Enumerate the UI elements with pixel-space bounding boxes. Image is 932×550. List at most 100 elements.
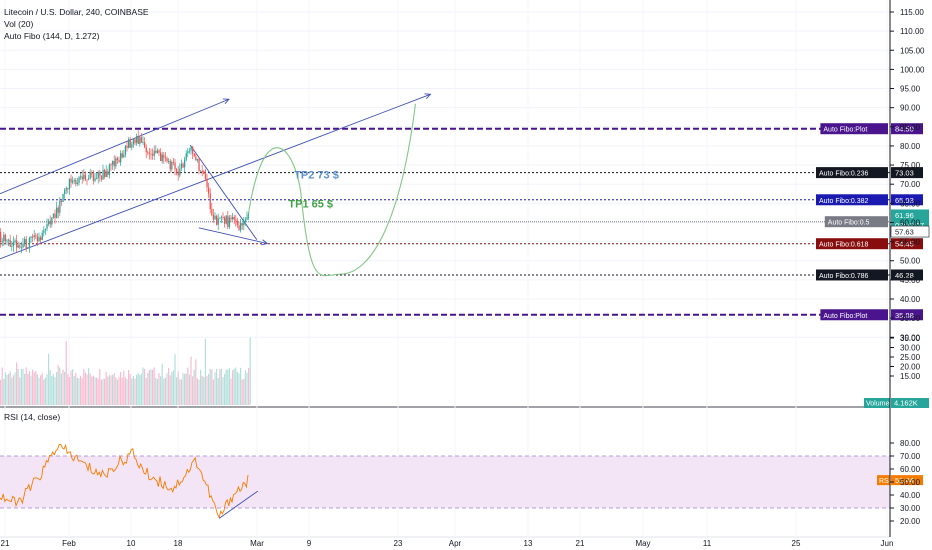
candle-body [32,236,34,238]
volume-bar [212,379,214,405]
fibo-value-label: 73.03 [895,169,914,178]
volume-bar [201,375,203,405]
candle-body [246,217,248,220]
price-tick-label: 115.00 [900,8,924,17]
volume-legend[interactable]: Vol (20) [4,19,34,29]
candle-body [102,169,104,180]
volume-bar [0,379,2,405]
fibo-value-tag [891,123,923,135]
fibo-value-label: 46.28 [895,271,914,280]
candle-body [40,237,42,240]
volume-bar [86,374,88,405]
volume-bar [220,368,222,405]
candle-body [155,150,157,153]
candle-body [208,187,210,194]
candle-body [48,220,50,225]
volume-bar [136,374,138,405]
fibo-level-label: Auto Fibo:0.618 [819,242,869,249]
price-tick-label: 100.00 [900,65,925,74]
volume-bar [76,377,78,405]
candle-body [158,150,160,153]
candle-body [195,156,197,161]
candle-body [160,152,162,162]
candle-body [129,139,131,148]
fibo-value-label: 35.88 [895,311,914,320]
volume-bar [142,367,144,405]
rsi-tick-label: 50.00 [900,478,921,487]
volume-bar [238,373,240,405]
fibo-value-label: 84.50 [895,125,914,134]
candle-body [123,154,125,158]
rsi-value-box [891,475,923,486]
rsi-tick-label: 20.00 [900,517,921,526]
symbol-title[interactable]: Litecoin / U.S. Dollar, 240, COINBASE [4,7,149,17]
candle-body [241,223,243,226]
volume-bar [232,370,234,405]
candle-body [222,217,224,218]
candle-body [75,180,77,185]
rsi-legend[interactable]: RSI (14, close) [4,412,61,422]
volume-bar [182,373,184,405]
candle-body [118,160,120,163]
volume-value-box [891,398,929,408]
candle-body [153,150,155,156]
volume-bar [153,367,155,405]
volume-bar [209,368,211,405]
volume-bar [244,370,246,405]
candle-body [78,177,80,183]
price-tick-label: 70.00 [900,180,921,189]
candle-body [225,215,227,224]
volume-bar [192,376,194,405]
candle-body [115,158,117,167]
candle-body [52,213,55,218]
fibo-legend[interactable]: Auto Fibo (144, D, 1.272) [4,31,100,41]
time-tick-label: 23 [394,539,403,548]
volume-bar [216,368,218,405]
candle-body [86,179,88,181]
volume-bar [233,368,235,405]
trend-lines[interactable] [0,93,432,277]
candle-body [148,152,151,154]
volume-bar [137,373,139,405]
candle-body [0,232,2,243]
volume-bar [177,371,179,405]
volume-bar [100,379,102,405]
volume-bar [104,378,106,405]
candle-body [145,147,147,153]
volume-bar [24,373,26,405]
channel-lower-line [0,93,431,260]
channel-upper-line-arrowhead [222,98,230,105]
volume-bar [158,373,160,405]
volume-bar [57,364,59,405]
volume-bar [20,369,22,405]
candle-body [171,161,173,170]
volume-bar [3,379,5,405]
fibo-value-label: 65.93 [895,196,914,205]
volume-bar [241,379,243,405]
candle-body [16,240,18,248]
time-tick-label: 18 [174,539,183,548]
volume-bar [166,373,168,405]
volume-bar [14,372,16,405]
candle-body [100,175,103,180]
volume-bar [132,376,134,405]
volume-bar [48,353,50,405]
volume-bar [116,379,118,405]
candle-body [217,218,219,225]
volume-bar [54,377,56,405]
volume-bar [36,374,38,405]
candle-body [104,169,106,178]
volume-bar [196,378,198,405]
candle-body [190,146,192,151]
rsi-tick-label: 80.00 [900,439,921,448]
volume-bar [219,369,221,405]
annotations: TP2 73 $ TP1 65 $ [288,170,338,211]
volume-bar [230,378,232,405]
candle-body [203,170,205,175]
price-tag-label: 61.96 [895,211,914,220]
time-tick-label: 10 [127,539,136,548]
volume-bar [16,362,18,405]
grid [0,11,890,538]
price-tick-label: 75.00 [900,161,921,170]
